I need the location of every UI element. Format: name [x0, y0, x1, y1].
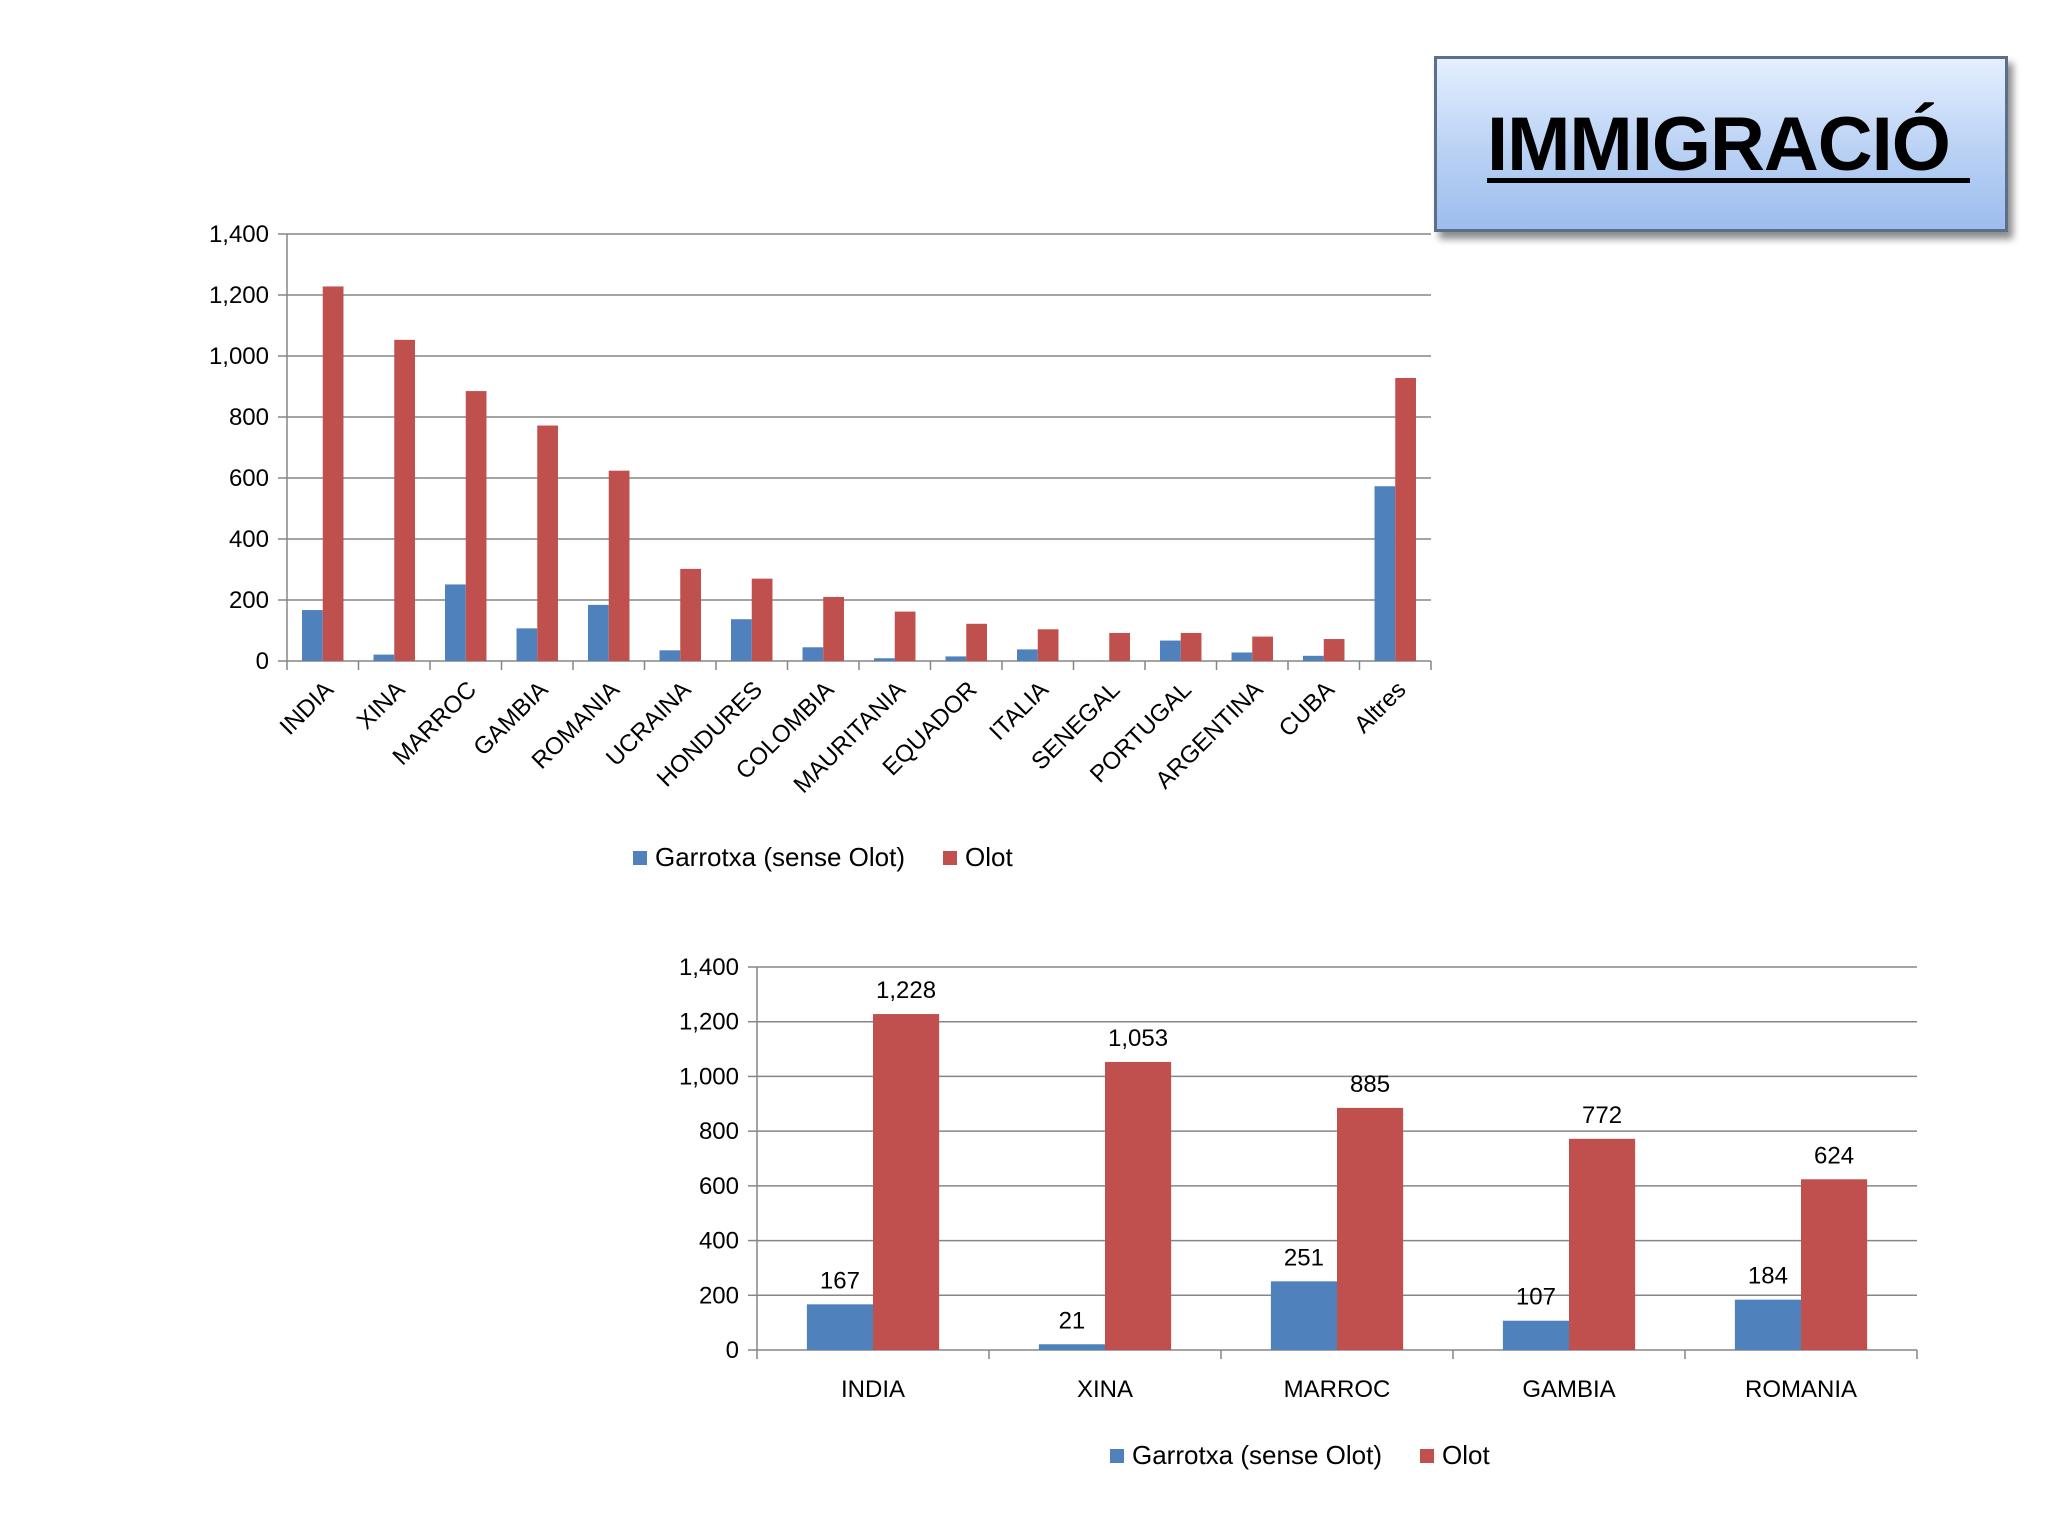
bar-olot-gambia: [537, 425, 558, 661]
bar-olot-xina: [1105, 1061, 1172, 1350]
bar-garrotxa-romania: [588, 604, 609, 661]
bar-garrotxa-cuba: [1303, 655, 1324, 661]
y-tick-label: 1,000: [679, 1063, 739, 1090]
title-box: IMMIGRACIÓ: [1434, 56, 2008, 232]
data-label: 885: [1350, 1071, 1390, 1098]
x-tick-label: MARROC: [1284, 1376, 1391, 1403]
data-label: 21: [1059, 1307, 1086, 1334]
y-tick-label: 1,200: [209, 282, 269, 309]
bar-olot-mauritania: [894, 611, 916, 661]
bar-olot-senegal: [1109, 632, 1130, 661]
data-label: 184: [1748, 1263, 1788, 1290]
y-tick-label: 0: [256, 648, 269, 675]
y-tick-label: 400: [229, 526, 269, 553]
legend-swatch: [633, 851, 647, 865]
y-tick-label: 600: [229, 465, 269, 492]
y-tick-label: 400: [699, 1228, 739, 1255]
data-label: 251: [1284, 1244, 1324, 1271]
bar-garrotxa-xina: [1038, 1344, 1105, 1350]
bar-olot-equador: [966, 623, 987, 661]
legend-label: Olot: [965, 842, 1013, 872]
bar-garrotxa-equador: [945, 656, 967, 661]
legend-label: Garrotxa (sense Olot): [655, 842, 905, 872]
data-label: 624: [1814, 1142, 1854, 1169]
data-label: 1,053: [1108, 1025, 1168, 1052]
bar-garrotxa-altres: [1374, 486, 1396, 661]
x-tick-label: ROMANIA: [1745, 1376, 1857, 1403]
y-tick-label: 800: [229, 404, 269, 431]
x-tick-label: INDIA: [841, 1376, 905, 1403]
bar-garrotxa-portugal: [1160, 640, 1181, 661]
data-label: 107: [1516, 1284, 1556, 1311]
legend-label: Garrotxa (sense Olot): [1132, 1440, 1382, 1470]
bar-olot-india: [873, 1014, 940, 1350]
data-label: 167: [820, 1267, 860, 1294]
bar-garrotxa-marroc: [445, 584, 466, 661]
bar-olot-colombia: [823, 596, 844, 661]
bar-garrotxa-gambia: [516, 628, 538, 661]
bar-garrotxa-marroc: [1270, 1281, 1337, 1350]
bar-garrotxa-italia: [1017, 649, 1038, 661]
legend-swatch: [942, 851, 957, 865]
bar-garrotxa-india: [806, 1304, 873, 1350]
y-tick-label: 1,200: [679, 1009, 739, 1036]
y-tick-label: 0: [726, 1337, 739, 1364]
bar-olot-cuba: [1323, 639, 1345, 661]
bar-olot-romania: [608, 470, 630, 661]
bar-olot-ucraina: [680, 568, 701, 661]
bar-garrotxa-xina: [373, 654, 395, 661]
bar-olot-portugal: [1180, 632, 1202, 661]
bar-olot-romania: [1801, 1179, 1868, 1350]
bar-olot-marroc: [465, 391, 487, 661]
bar-olot-xina: [394, 339, 415, 661]
y-tick-label: 200: [699, 1282, 739, 1309]
bar-garrotxa-argentina: [1231, 652, 1253, 661]
y-tick-label: 1,400: [679, 954, 739, 981]
legend-swatch: [1419, 1449, 1434, 1463]
x-tick-label: XINA: [1077, 1376, 1133, 1403]
legend-label: Olot: [1442, 1440, 1490, 1470]
y-tick-label: 200: [229, 587, 269, 614]
data-label: 1,228: [876, 977, 936, 1004]
bar-olot-altres: [1395, 377, 1416, 661]
y-tick-label: 1,000: [209, 343, 269, 370]
data-label: 772: [1582, 1102, 1622, 1129]
bar-olot-marroc: [1337, 1107, 1404, 1350]
legend-swatch: [1110, 1449, 1124, 1463]
bar-garrotxa-hondures: [731, 619, 752, 661]
bar-olot-hondures: [751, 578, 773, 661]
y-tick-label: 800: [699, 1118, 739, 1145]
bar-garrotxa-india: [302, 610, 323, 661]
x-tick-label: GAMBIA: [1522, 1376, 1615, 1403]
y-tick-label: 600: [699, 1173, 739, 1200]
bar-garrotxa-romania: [1734, 1299, 1801, 1350]
y-tick-label: 1,400: [209, 221, 269, 248]
bar-garrotxa-mauritania: [874, 658, 895, 661]
bar-olot-argentina: [1252, 636, 1273, 661]
bar-olot-india: [322, 286, 344, 661]
bar-olot-gambia: [1569, 1138, 1636, 1350]
bar-garrotxa-gambia: [1502, 1320, 1569, 1350]
slide-title: IMMIGRACIÓ: [1487, 102, 1970, 187]
bar-olot-italia: [1037, 629, 1059, 661]
bar-garrotxa-ucraina: [659, 650, 681, 661]
bar-garrotxa-colombia: [802, 647, 824, 661]
